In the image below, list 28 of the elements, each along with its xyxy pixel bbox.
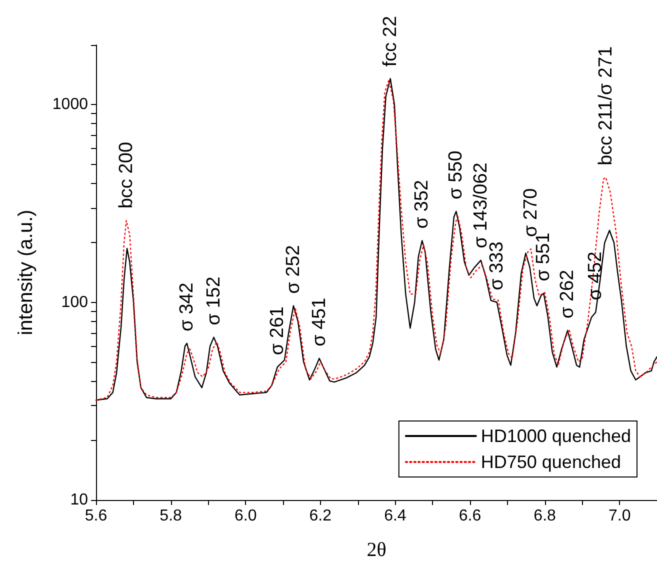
x-tick-label: 6.4	[384, 508, 406, 524]
text: 6.0	[234, 508, 257, 524]
annotation: σ 352	[412, 180, 433, 229]
annotation: σ 261	[266, 306, 288, 356]
x-tick-label: 6.2	[309, 508, 332, 524]
annotation: bcc 211/σ 271	[595, 46, 616, 166]
y-tick-label: 1000	[52, 96, 88, 114]
y-tick-label: 10	[70, 492, 88, 508]
annotation: σ 252	[282, 245, 304, 294]
annotation: σ 262	[557, 270, 578, 318]
x-tick-label: 5.8	[160, 508, 182, 524]
text: 7.0	[608, 508, 631, 524]
x-tick-label: 6.8	[534, 508, 556, 524]
y-axis-title: intensity (a.u.)	[15, 210, 37, 336]
annotation: σ 270	[520, 188, 542, 237]
legend-label: HD750 quenched	[480, 452, 621, 472]
x-tick-label: 6.6	[458, 508, 482, 524]
x-tick-label: 5.6	[84, 508, 108, 524]
x-axis-title: 2θ	[366, 539, 386, 561]
annotation: bcc 200	[116, 142, 137, 209]
y-tick-label: 100	[61, 294, 88, 311]
annotation: fcc 22	[380, 16, 401, 67]
annotation: σ 550	[446, 150, 467, 200]
annotation: σ 333	[486, 242, 508, 290]
annotation: σ 342	[176, 282, 198, 332]
legend-label: HD1000 quenched	[480, 426, 632, 446]
annotation: σ 152	[203, 276, 224, 326]
annotation: σ 451	[308, 298, 330, 346]
